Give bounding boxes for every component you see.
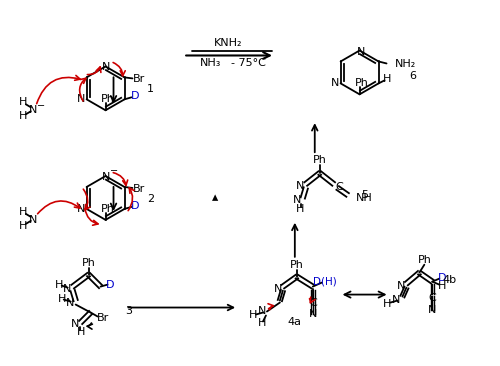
Text: N: N xyxy=(296,181,304,191)
Text: N: N xyxy=(66,298,74,307)
Text: H: H xyxy=(18,111,27,121)
Text: D: D xyxy=(131,92,140,101)
Text: 3: 3 xyxy=(125,306,132,315)
Text: H: H xyxy=(18,207,27,217)
Text: NH₃: NH₃ xyxy=(200,59,221,68)
Text: H: H xyxy=(384,74,392,85)
Text: N: N xyxy=(308,310,317,320)
Text: Br: Br xyxy=(134,184,145,194)
Text: N: N xyxy=(258,306,266,315)
Text: N: N xyxy=(274,284,282,294)
Text: Ph: Ph xyxy=(100,94,114,104)
Text: N: N xyxy=(397,281,406,291)
Text: H: H xyxy=(438,281,446,291)
Text: H: H xyxy=(18,221,27,231)
Text: H: H xyxy=(76,328,85,337)
Text: ▴: ▴ xyxy=(212,191,218,205)
Text: N: N xyxy=(102,63,110,72)
Text: N: N xyxy=(70,320,79,329)
Text: Ph: Ph xyxy=(418,255,432,265)
Text: Ph: Ph xyxy=(82,258,96,268)
Text: Ph: Ph xyxy=(100,204,114,214)
Text: N: N xyxy=(428,305,436,314)
Text: C: C xyxy=(336,182,344,192)
Text: Ph: Ph xyxy=(290,260,304,270)
Text: H: H xyxy=(384,299,392,309)
Text: D: D xyxy=(438,273,446,283)
Text: H: H xyxy=(58,294,66,303)
Text: H: H xyxy=(258,318,266,328)
Text: H: H xyxy=(296,204,304,214)
Text: 6: 6 xyxy=(409,71,416,81)
Text: H: H xyxy=(18,97,27,107)
Text: N: N xyxy=(62,284,71,294)
Text: N: N xyxy=(76,204,85,214)
Text: C: C xyxy=(309,298,316,307)
Text: N: N xyxy=(102,172,110,182)
Text: N: N xyxy=(76,94,85,104)
Text: NH: NH xyxy=(356,193,372,203)
Text: D(H): D(H) xyxy=(313,277,336,287)
Text: 4a: 4a xyxy=(288,317,302,328)
Text: N: N xyxy=(392,295,400,305)
Text: - 75°C: - 75°C xyxy=(230,59,266,68)
Text: Ph: Ph xyxy=(354,78,368,88)
Text: H: H xyxy=(54,280,63,290)
Text: N: N xyxy=(28,215,37,225)
Text: 1: 1 xyxy=(147,84,154,94)
Text: D: D xyxy=(106,280,115,290)
Text: NH₂: NH₂ xyxy=(394,59,416,70)
Text: KNH₂: KNH₂ xyxy=(214,38,242,48)
Text: 5: 5 xyxy=(361,190,368,200)
Text: Br: Br xyxy=(134,74,145,85)
Text: 2: 2 xyxy=(147,194,154,204)
Text: D: D xyxy=(131,201,140,211)
Text: H: H xyxy=(249,310,257,321)
Text: N: N xyxy=(28,105,37,115)
Text: −: − xyxy=(36,101,45,111)
Text: 4b: 4b xyxy=(442,274,456,285)
Text: −: − xyxy=(110,166,118,176)
Text: N: N xyxy=(330,78,339,88)
Text: Ph: Ph xyxy=(313,155,326,165)
Text: N: N xyxy=(356,46,365,56)
Text: C: C xyxy=(428,292,436,303)
Text: Br: Br xyxy=(96,314,108,324)
Text: N: N xyxy=(292,195,301,205)
